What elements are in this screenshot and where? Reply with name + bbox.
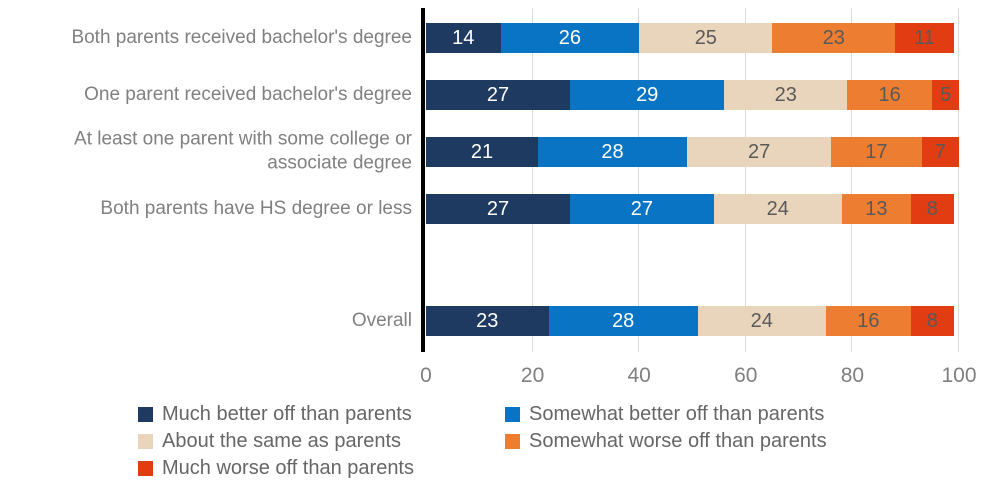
bar-value-label: 17 [865, 141, 888, 163]
legend-item: Much worse off than parents [138, 456, 414, 479]
bar-value-label: 23 [476, 310, 499, 332]
gridline [638, 8, 640, 352]
bar-segment: 7 [921, 137, 959, 167]
category-label: Both parents received bachelor's degree [71, 26, 412, 48]
x-tick-label: 60 [734, 364, 758, 387]
legend-label: Somewhat worse off than parents [529, 429, 827, 452]
legend-swatch [138, 460, 153, 476]
x-tick-label: 100 [941, 364, 977, 387]
bar-segment: 21 [426, 137, 538, 167]
bar-segment: 27 [687, 137, 832, 167]
bar-segment: 11 [895, 23, 954, 53]
bar-segment: 5 [932, 80, 959, 110]
bar-row: 27 27 24 13 8 [426, 194, 954, 224]
bar-segment: 24 [697, 306, 826, 336]
bar-row: 23 28 24 16 8 [426, 306, 954, 336]
bar-row: 14 26 25 23 11 [426, 23, 954, 53]
legend-label: Somewhat better off than parents [529, 402, 825, 425]
bar-segment: 8 [911, 194, 954, 224]
bar-value-label: 5 [940, 84, 952, 106]
x-tick-label: 40 [627, 364, 651, 387]
bar-segment: 16 [825, 306, 911, 336]
category-label: Overall [351, 309, 412, 331]
plot-area: 14 26 25 23 11 27 29 23 16 5 21 28 27 17 7 27 27 24 13 8 23 2… [426, 8, 959, 352]
x-tick-label: 0 [420, 364, 432, 387]
bar-row: 27 29 23 16 5 [426, 80, 959, 110]
bar-segment: 27 [426, 194, 570, 224]
bar-value-label: 14 [452, 27, 475, 49]
legend-item: About the same as parents [138, 429, 402, 452]
bar-value-label: 8 [926, 198, 938, 220]
bar-value-label: 23 [822, 27, 845, 49]
bar-segment: 23 [772, 23, 896, 53]
bar-value-label: 16 [857, 310, 880, 332]
gridline [851, 8, 853, 352]
bar-value-label: 8 [926, 310, 938, 332]
gridline [531, 8, 533, 352]
legend-item: Somewhat better off than parents [505, 402, 825, 425]
x-tick-label: 20 [520, 364, 545, 387]
category-label: Both parents have HS degree or less [100, 197, 412, 219]
bar-value-label: 27 [486, 84, 510, 106]
bar-segment: 26 [500, 23, 640, 53]
legend-item: Somewhat worse off than parents [505, 429, 827, 452]
bar-segment: 24 [713, 194, 842, 224]
bar-row: 21 28 27 17 7 [426, 137, 959, 167]
bar-value-label: 21 [470, 141, 494, 163]
bar-value-label: 26 [558, 27, 582, 49]
x-tick-label: 80 [840, 364, 865, 387]
bar-value-label: 23 [774, 84, 797, 106]
bar-value-label: 28 [612, 310, 635, 332]
bar-segment: 29 [569, 80, 725, 110]
category-label: At least one parent with some college or… [74, 128, 412, 174]
bar-value-label: 11 [913, 27, 935, 49]
legend-label: About the same as parents [162, 429, 402, 452]
bar-segment: 16 [847, 80, 933, 110]
bar-segment: 27 [569, 194, 714, 224]
legend-swatch [505, 433, 520, 449]
bar-segment: 25 [639, 23, 773, 53]
bar-value-label: 16 [878, 84, 901, 106]
legend-item: Much better off than parents [138, 402, 412, 425]
gridline [744, 8, 746, 352]
legend-swatch [505, 406, 520, 422]
gridline [958, 8, 959, 352]
bar-value-label: 27 [486, 198, 510, 220]
bar-value-label: 24 [750, 310, 773, 332]
bar-value-label: 28 [601, 141, 624, 163]
bar-value-label: 24 [766, 198, 789, 220]
bar-value-label: 29 [636, 84, 659, 106]
legend-swatch [138, 406, 153, 422]
bar-value-label: 27 [630, 198, 653, 220]
bar-segment: 23 [724, 80, 848, 110]
bar-segment: 14 [426, 23, 501, 53]
legend-label: Much better off than parents [162, 402, 412, 425]
bar-value-label: 7 [934, 141, 946, 163]
category-label: One parent received bachelor's degree [84, 83, 412, 105]
y-axis-line [421, 8, 425, 352]
bar-segment: 17 [831, 137, 922, 167]
bar-value-label: 25 [694, 27, 717, 49]
bar-segment: 27 [426, 80, 570, 110]
bar-segment: 28 [537, 137, 688, 167]
bar-value-label: 27 [747, 141, 771, 163]
bar-segment: 28 [548, 306, 698, 336]
bar-segment: 8 [910, 306, 954, 336]
bar-segment: 23 [426, 306, 549, 336]
legend-swatch [138, 433, 153, 449]
bar-segment: 13 [841, 194, 911, 224]
bar-value-label: 13 [865, 198, 888, 220]
legend-label: Much worse off than parents [162, 456, 414, 479]
